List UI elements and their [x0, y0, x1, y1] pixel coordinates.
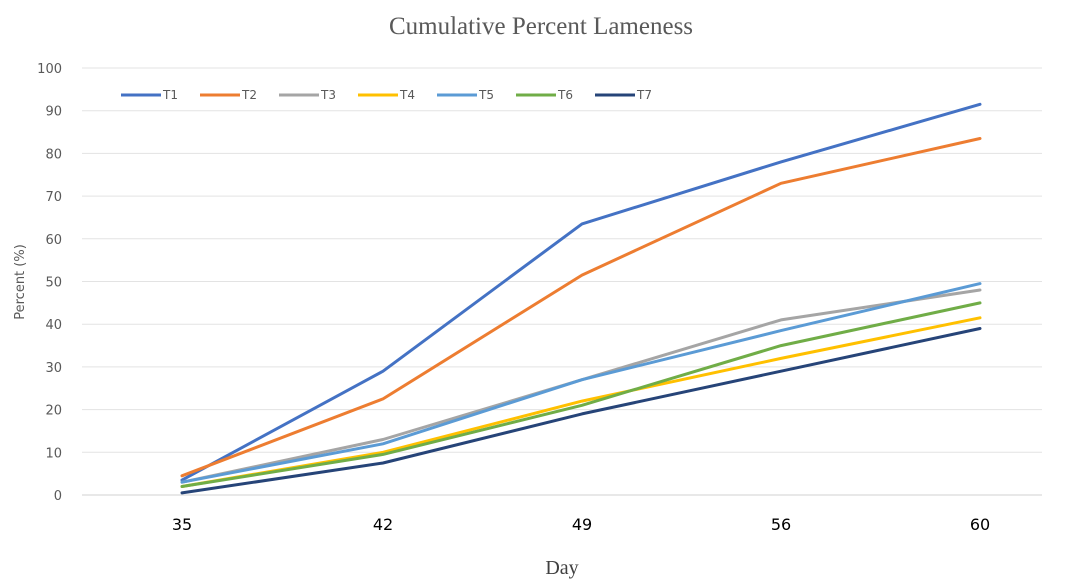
x-tick-label: 56 [771, 515, 791, 534]
legend-label-t1: T1 [162, 88, 178, 102]
y-axis-label: Percent (%) [13, 244, 28, 320]
legend-label-t5: T5 [478, 88, 494, 102]
y-tick-label: 20 [45, 404, 62, 419]
series-line-t3 [180, 288, 982, 484]
y-tick-label: 40 [45, 318, 62, 333]
y-tick-label: 80 [45, 147, 62, 162]
y-tick-label: 100 [37, 62, 62, 77]
x-tick-label: 42 [373, 515, 393, 534]
y-tick-label: 90 [45, 105, 62, 120]
y-tick-label: 50 [45, 276, 62, 291]
series-line-t7 [180, 327, 982, 495]
x-tick-label: 60 [970, 515, 990, 534]
legend-label-t6: T6 [557, 88, 573, 102]
x-axis-ticks: 35 42 49 56 60 [172, 515, 990, 534]
series-line-t6 [180, 301, 982, 488]
legend-label-t4: T4 [399, 88, 415, 102]
x-axis-label: Day [545, 557, 578, 579]
y-tick-label: 60 [45, 233, 62, 248]
series-line-t5 [180, 282, 982, 484]
y-tick-label: 10 [45, 446, 62, 461]
legend: T1 T2 T3 T4 T5 T6 T7 [121, 88, 652, 102]
legend-label-t7: T7 [636, 88, 652, 102]
series-lines [180, 102, 982, 495]
series-line-t1 [180, 102, 982, 482]
gridlines [82, 67, 1042, 496]
y-tick-label: 70 [45, 190, 62, 205]
y-axis-ticks: 0 10 20 30 40 50 60 70 80 90 100 [37, 62, 62, 504]
series-line-t2 [180, 137, 982, 478]
legend-label-t2: T2 [241, 88, 257, 102]
x-tick-label: 35 [172, 515, 192, 534]
y-tick-label: 0 [54, 489, 62, 504]
series-line-t4 [180, 316, 982, 488]
y-tick-label: 30 [45, 361, 62, 376]
x-tick-label: 49 [572, 515, 592, 534]
legend-label-t3: T3 [320, 88, 336, 102]
chart-title: Cumulative Percent Lameness [389, 13, 693, 40]
